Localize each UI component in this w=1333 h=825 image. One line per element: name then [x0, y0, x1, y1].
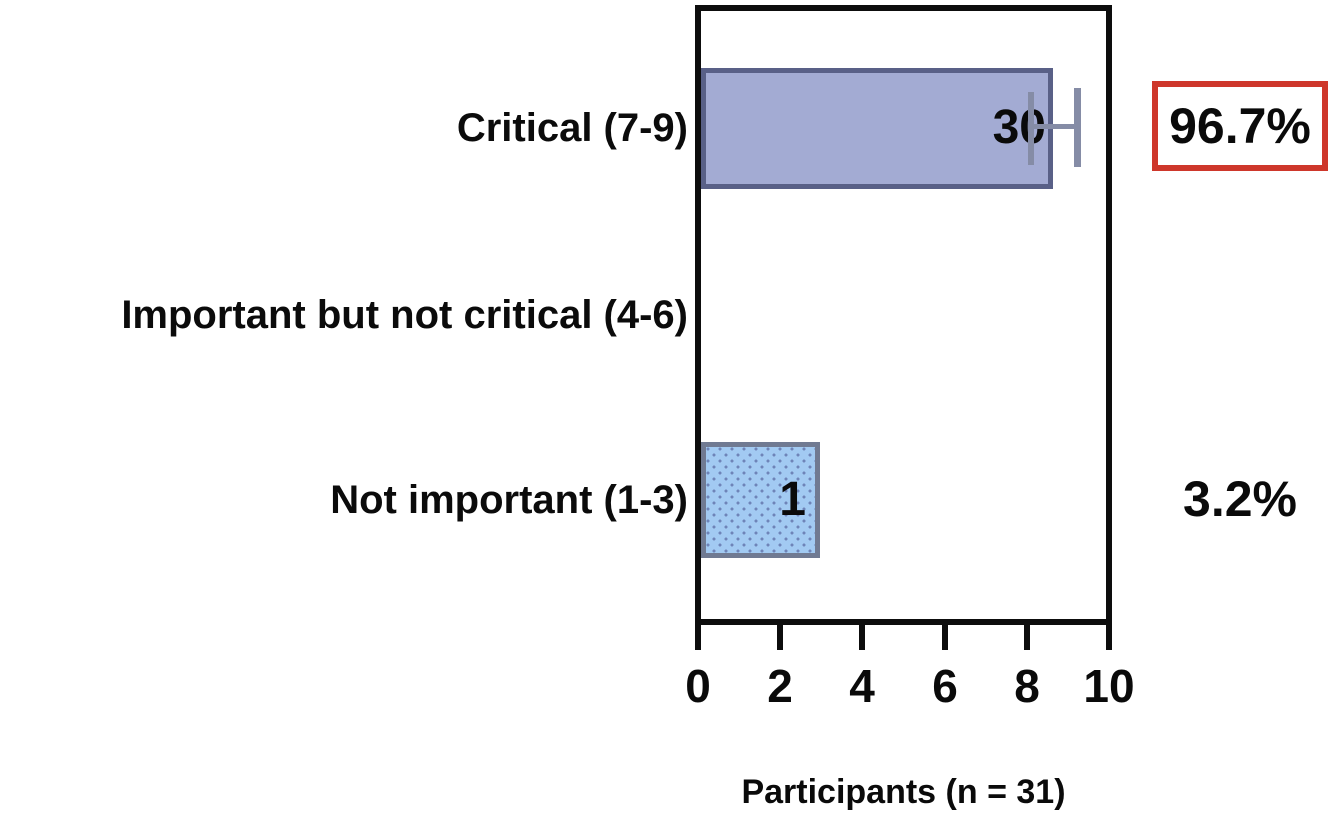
x-tick-label-2: 2 [767, 660, 793, 712]
x-tick-label-0: 0 [685, 660, 711, 712]
category-label-not-important: Not important (1-3) [330, 478, 688, 522]
x-tick-6 [942, 619, 948, 650]
x-tick-8 [1024, 619, 1030, 650]
x-tick-10 [1106, 619, 1112, 650]
x-tick-label-8: 8 [1014, 660, 1040, 712]
x-tick-2 [777, 619, 783, 650]
x-tick-4 [859, 619, 865, 650]
percent-label-not-important: 3.2% [1183, 471, 1297, 527]
category-label-critical: Critical (7-9) [456, 106, 688, 150]
error-bar-line [1030, 124, 1080, 129]
percent-highlight-box: 96.7% [1152, 81, 1328, 171]
x-tick-label-6: 6 [932, 660, 958, 712]
category-label-important-not-critical: Important but not critical (4-6) [121, 293, 688, 337]
x-tick-label-10: 10 [1083, 660, 1135, 712]
x-tick-0 [695, 619, 701, 650]
x-axis-title: Participants (n = 31) [741, 773, 1066, 811]
bar-critical [701, 68, 1053, 189]
error-bar-cap-left [1028, 92, 1034, 165]
error-bar-cap-right [1074, 88, 1081, 167]
bar-value-not-important: 1 [779, 473, 806, 526]
bar-not-important [701, 442, 820, 558]
x-tick-label-4: 4 [849, 660, 875, 712]
percent-label-critical: 96.7% [1169, 98, 1311, 154]
